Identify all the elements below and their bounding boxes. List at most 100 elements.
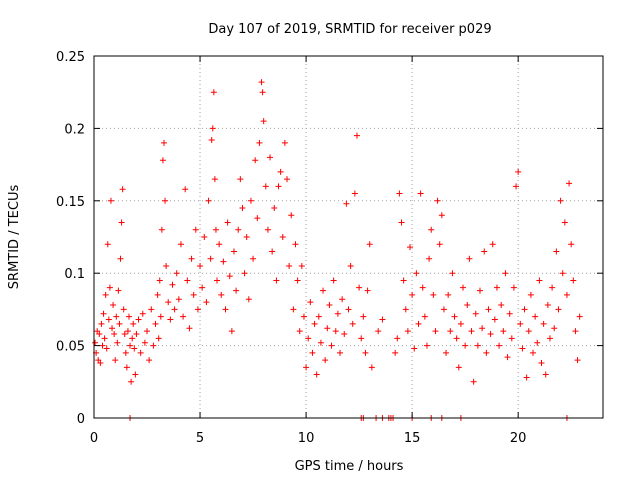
- data-point: [119, 186, 126, 193]
- data-point: [402, 306, 409, 313]
- data-point: [366, 241, 373, 248]
- data-point: [97, 359, 104, 366]
- data-point: [259, 89, 266, 96]
- data-point: [438, 212, 445, 219]
- data-point: [536, 277, 543, 284]
- data-point: [303, 364, 310, 371]
- data-point: [345, 306, 352, 313]
- data-point: [496, 342, 503, 349]
- data-point: [358, 335, 365, 342]
- data-point: [245, 296, 252, 303]
- y-tick-label: 0.1: [64, 267, 85, 282]
- data-point: [158, 226, 165, 233]
- data-point: [155, 335, 162, 342]
- data-point: [194, 306, 201, 313]
- data-point: [521, 306, 528, 313]
- data-point: [349, 320, 356, 327]
- data-point: [474, 342, 481, 349]
- data-point: [519, 345, 526, 352]
- chart-title: Day 107 of 2019, SRMTID for receiver p02…: [208, 22, 491, 37]
- data-point: [167, 316, 174, 323]
- x-tick-label: 5: [196, 431, 204, 446]
- data-point: [557, 197, 564, 204]
- data-point: [538, 359, 545, 366]
- data-point: [334, 310, 341, 317]
- data-point: [273, 277, 280, 284]
- data-point: [267, 154, 274, 161]
- data-point: [192, 226, 199, 233]
- data-point: [98, 320, 105, 327]
- data-point: [199, 284, 206, 291]
- data-point: [122, 349, 129, 356]
- grid: [94, 56, 603, 418]
- data-point: [328, 342, 335, 349]
- data-point: [309, 349, 316, 356]
- data-point: [487, 331, 494, 338]
- data-point: [432, 328, 439, 335]
- data-point: [476, 287, 483, 294]
- data-point: [326, 302, 333, 309]
- data-point: [559, 270, 566, 277]
- data-point: [220, 258, 227, 265]
- data-point: [404, 328, 411, 335]
- data-point: [271, 205, 278, 212]
- data-point: [457, 320, 464, 327]
- data-point: [400, 277, 407, 284]
- data-point: [479, 325, 486, 332]
- data-point: [368, 364, 375, 371]
- data-point: [212, 226, 219, 233]
- data-point: [330, 277, 337, 284]
- data-point: [324, 325, 331, 332]
- x-tick-label: 10: [298, 431, 315, 446]
- data-point: [197, 262, 204, 269]
- data-point: [269, 248, 276, 255]
- plot-frame: [93, 55, 604, 419]
- data-point: [115, 287, 122, 294]
- data-point: [508, 335, 515, 342]
- data-point: [392, 349, 399, 356]
- data-point: [568, 241, 575, 248]
- data-point: [121, 331, 128, 338]
- data-point: [124, 328, 131, 335]
- data-point: [513, 183, 520, 190]
- data-point: [205, 197, 212, 204]
- data-point: [470, 378, 477, 385]
- data-point: [527, 291, 534, 298]
- data-point: [407, 244, 414, 251]
- data-point: [233, 287, 240, 294]
- data-point: [417, 190, 424, 197]
- data-point: [428, 226, 435, 233]
- data-point: [116, 320, 123, 327]
- y-tick-label: 0.25: [56, 50, 85, 65]
- data-point: [150, 342, 157, 349]
- data-point: [563, 291, 570, 298]
- data-point: [540, 320, 547, 327]
- data-point: [576, 313, 583, 320]
- data-point: [120, 306, 127, 313]
- data-point: [421, 313, 428, 320]
- data-point: [398, 219, 405, 226]
- data-point: [464, 302, 471, 309]
- data-point: [123, 364, 130, 371]
- data-point: [566, 180, 573, 187]
- data-point: [307, 299, 314, 306]
- data-point: [315, 313, 322, 320]
- data-point: [131, 345, 138, 352]
- data-point: [460, 284, 467, 291]
- data-point: [254, 215, 261, 222]
- data-point: [184, 277, 191, 284]
- data-point: [139, 310, 146, 317]
- data-point: [208, 136, 215, 143]
- data-point: [572, 328, 579, 335]
- data-point: [409, 291, 416, 298]
- data-point: [491, 316, 498, 323]
- data-point: [129, 335, 136, 342]
- data-point: [483, 349, 490, 356]
- data-point: [239, 205, 246, 212]
- data-point: [379, 316, 386, 323]
- data-point: [360, 313, 367, 320]
- data-point: [286, 262, 293, 269]
- data-point: [553, 248, 560, 255]
- x-tick-label: 0: [90, 431, 98, 446]
